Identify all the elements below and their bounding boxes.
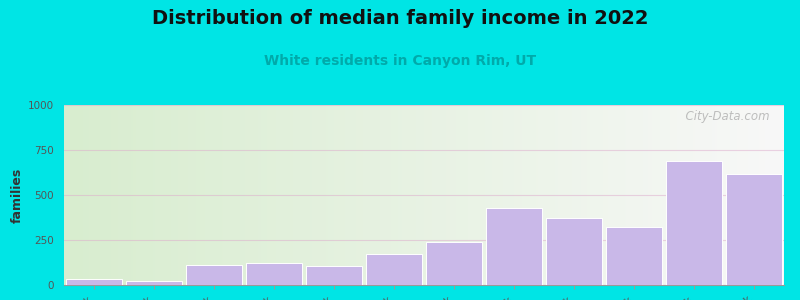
Bar [246,263,302,285]
Bar [546,218,602,285]
Bar [186,265,242,285]
Bar [66,279,122,285]
Text: White residents in Canyon Rim, UT: White residents in Canyon Rim, UT [264,54,536,68]
Bar [486,208,542,285]
Bar [606,226,662,285]
Bar [306,266,362,285]
Bar [426,242,482,285]
Y-axis label: families: families [11,167,24,223]
Bar [126,280,182,285]
Bar [726,174,782,285]
Bar [366,254,422,285]
Text: Distribution of median family income in 2022: Distribution of median family income in … [152,9,648,28]
Text: City-Data.com: City-Data.com [678,110,770,123]
Bar [666,161,722,285]
